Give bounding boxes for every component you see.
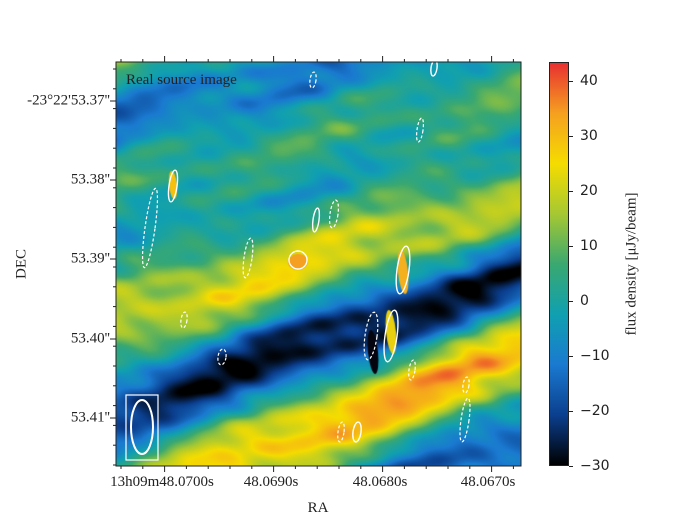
positive-contour bbox=[430, 59, 438, 77]
colorbar-tick bbox=[569, 411, 573, 413]
positive-contour bbox=[311, 207, 321, 233]
negative-contour bbox=[337, 421, 345, 443]
negative-contour bbox=[462, 376, 470, 394]
colorbar-tick bbox=[569, 301, 573, 303]
colorbar-tick-label: −30 bbox=[580, 458, 610, 474]
y-tick-label: 53.40'' bbox=[70, 330, 110, 347]
negative-contour bbox=[180, 311, 188, 329]
beam-box bbox=[125, 394, 159, 461]
colorbar-tick-label: −20 bbox=[580, 403, 610, 420]
y-tick-label: 53.41'' bbox=[70, 409, 110, 426]
x-tick-label: 48.0690s bbox=[243, 474, 299, 490]
positive-contour bbox=[288, 250, 308, 270]
positive-contour bbox=[352, 421, 362, 443]
negative-contour bbox=[415, 117, 425, 143]
x-tick-label: 13h09m48.0700s bbox=[110, 474, 214, 490]
colorbar-tick-label: 40 bbox=[580, 73, 598, 90]
y-tick-label: 53.39'' bbox=[70, 250, 110, 267]
colorbar-tick-label: 0 bbox=[580, 293, 589, 310]
colorbar-tick-label: 10 bbox=[580, 238, 598, 255]
positive-contour bbox=[383, 309, 399, 363]
negative-contour bbox=[328, 199, 340, 229]
negative-contour bbox=[408, 359, 416, 381]
colorbar-tick bbox=[569, 136, 573, 138]
negative-contour bbox=[363, 311, 379, 361]
negative-contour bbox=[242, 237, 254, 279]
x-tick-label: 48.0680s bbox=[352, 474, 408, 490]
colorbar-tick-label: −10 bbox=[580, 348, 610, 365]
colorbar-tick bbox=[569, 191, 573, 193]
y-tick-label: -23°22'53.37'' bbox=[27, 92, 110, 109]
y-tick-label: 53.38'' bbox=[70, 171, 110, 188]
colorbar-tick bbox=[569, 356, 573, 358]
negative-contour bbox=[141, 187, 159, 269]
colorbar-tick bbox=[569, 466, 573, 467]
negative-contour bbox=[459, 397, 471, 443]
x-axis-label: RA bbox=[307, 500, 329, 516]
plot-frame bbox=[115, 61, 522, 467]
colorbar-tick bbox=[569, 246, 573, 248]
y-axis-label: DEC bbox=[13, 249, 30, 279]
beam-ellipse bbox=[130, 399, 154, 455]
colorbar-label: flux density [μJy/beam] bbox=[623, 192, 640, 336]
colorbar-tick-label: 30 bbox=[580, 128, 598, 145]
negative-contour bbox=[217, 348, 227, 366]
positive-contour bbox=[167, 169, 179, 203]
positive-contour bbox=[395, 245, 411, 295]
colorbar-tick bbox=[569, 81, 573, 83]
colorbar-tick-label: 20 bbox=[580, 183, 598, 200]
panel-title: Real source image bbox=[126, 72, 237, 88]
colorbar bbox=[549, 62, 569, 466]
negative-contour bbox=[309, 71, 317, 89]
x-tick-label: 48.0670s bbox=[460, 474, 516, 490]
flux-density-heatmap bbox=[116, 62, 521, 466]
